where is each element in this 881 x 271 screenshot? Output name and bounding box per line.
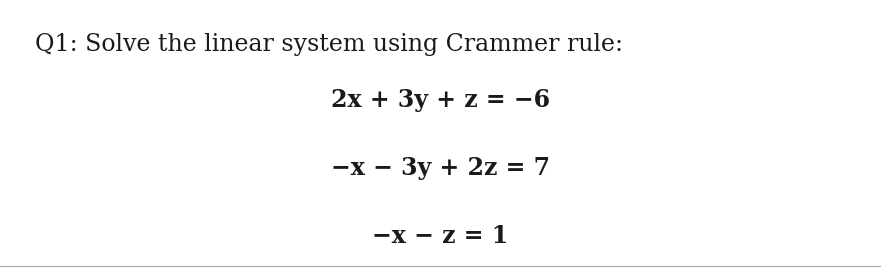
Text: Q1: Solve the linear system using Crammer rule:: Q1: Solve the linear system using Cramme… (35, 33, 623, 56)
Text: 2x + 3y + z = −6: 2x + 3y + z = −6 (331, 88, 550, 112)
Text: −x − 3y + 2z = 7: −x − 3y + 2z = 7 (331, 156, 550, 180)
Text: −x − z = 1: −x − z = 1 (373, 224, 508, 248)
